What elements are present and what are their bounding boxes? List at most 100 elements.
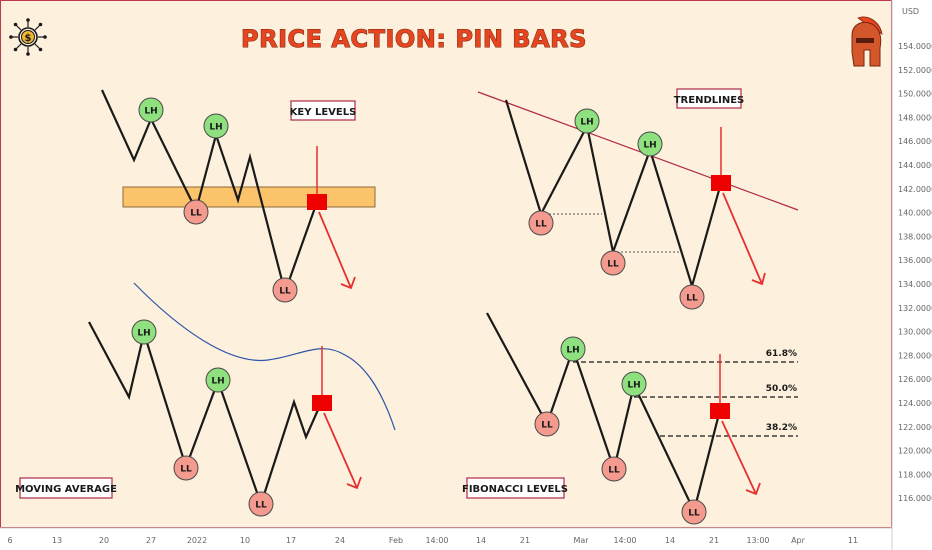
price-tick-label: 136.00000: [898, 256, 932, 265]
lower-high-marker: LH: [560, 336, 586, 362]
time-tick-label: 20: [99, 536, 109, 545]
chart-frame: [0, 0, 892, 528]
lower-low-marker: LL: [272, 277, 298, 303]
svg-text:LL: LL: [686, 294, 698, 304]
label-box-fibonacci: [466, 477, 565, 499]
svg-text:LH: LH: [211, 377, 224, 387]
time-tick-label: 14:00: [425, 536, 448, 545]
time-tick-label: 10: [240, 536, 250, 545]
price-tick-label: 138.00000: [898, 232, 932, 241]
lower-low-marker: LL: [173, 455, 199, 481]
down-arrow-moving-average: [323, 412, 358, 489]
lower-low-marker: LL: [681, 499, 707, 525]
time-tick-label: 2022: [187, 536, 207, 545]
time-tick-label: 17: [286, 536, 296, 545]
lower-high-marker: LH: [131, 319, 157, 345]
key-level-zone: [122, 186, 376, 208]
price-axis-panel[interactable]: [892, 0, 932, 550]
time-tick-label: 13:00: [746, 536, 769, 545]
fib-label-500: 50.0%: [766, 384, 797, 394]
lower-high-marker: LH: [621, 371, 647, 397]
panel-key-levels: KEY LEVELS: [100, 89, 376, 296]
svg-text:LL: LL: [180, 465, 192, 475]
svg-text:LH: LH: [144, 107, 157, 117]
pin-bar-fibonacci: [710, 403, 730, 419]
label-key-levels: KEY LEVELS: [290, 107, 357, 118]
label-box-trendlines: [676, 88, 742, 109]
lower-high-marker: LH: [203, 113, 229, 139]
price-axis-ticks: 154.00000 152.00000 150.00000 148.00000 146.…: [898, 42, 932, 503]
price-tick-label: 140.00000: [898, 209, 932, 218]
svg-text:LL: LL: [535, 220, 547, 230]
lower-low-marker: LL: [601, 456, 627, 482]
price-tick-label: 154.00000: [898, 42, 932, 51]
svg-text:LH: LH: [566, 346, 579, 356]
currency-label: USD: [902, 7, 919, 16]
price-tick-label: 132.00000: [898, 304, 932, 313]
label-moving-average: MOVING AVERAGE: [15, 484, 117, 495]
moving-average-line: [133, 282, 396, 431]
lower-low-marker: LL: [248, 491, 274, 517]
svg-text:LL: LL: [541, 421, 553, 431]
spartan-helmet-icon: [851, 16, 883, 67]
lower-low-marker: LL: [528, 210, 554, 236]
price-tick-label: 152.00000: [898, 66, 932, 75]
price-tick-label: 146.00000: [898, 137, 932, 146]
time-tick-label: 13: [52, 536, 62, 545]
pin-bar-key-levels: [307, 194, 327, 210]
pin-bar-moving-average: [312, 395, 332, 411]
price-tick-label: 128.00000: [898, 351, 932, 360]
lower-high-marker: LH: [574, 108, 600, 134]
svg-text:LH: LH: [137, 329, 150, 339]
time-axis-ticks: 6 13 20 27 2022 10 17 24 Feb 14:00 14 21 Mar 14:00 14 2…: [7, 536, 858, 545]
down-arrow-trendlines: [722, 192, 763, 285]
svg-text:LL: LL: [190, 209, 202, 219]
price-tick-label: 116.00000: [898, 494, 932, 503]
label-trendlines: TRENDLINES: [674, 95, 745, 106]
price-tick-label: 130.00000: [898, 328, 932, 337]
lower-high-marker: LH: [205, 367, 231, 393]
time-tick-label: Feb: [389, 536, 403, 545]
price-tick-label: 126.00000: [898, 375, 932, 384]
svg-text:LL: LL: [688, 509, 700, 519]
panel-moving-average: MOVING AVERAGE: [15, 282, 396, 508]
down-arrow-head-trendlines: [751, 272, 766, 286]
time-tick-label: Apr: [791, 536, 806, 545]
time-tick-label: 21: [709, 536, 719, 545]
lower-high-marker: LH: [637, 131, 663, 157]
pin-bar-trendlines: [711, 175, 731, 191]
lower-high-marker: LH: [138, 97, 164, 123]
panel-trendlines: TRENDLINES: [477, 88, 799, 290]
lower-low-marker: LL: [183, 199, 209, 225]
down-arrow-fibonacci: [721, 420, 757, 495]
time-tick-label: 6: [7, 536, 12, 545]
lower-low-marker: LL: [534, 411, 560, 437]
panel-fibonacci: 61.8% 50.0% 38.2% FIBONACCI LEVELS: [462, 312, 798, 515]
fib-label-382: 38.2%: [766, 423, 797, 433]
down-arrow-head-moving-average: [346, 476, 362, 490]
price-tick-label: 120.00000: [898, 447, 932, 456]
price-tick-label: 150.00000: [898, 90, 932, 99]
time-tick-label: 14: [665, 536, 675, 545]
svg-text:LL: LL: [255, 501, 267, 511]
page-title: PRICE ACTION: PIN BARS: [241, 25, 587, 53]
time-tick-label: 24: [335, 536, 345, 545]
price-tick-label: 134.00000: [898, 280, 932, 289]
label-fibonacci: FIBONACCI LEVELS: [462, 484, 568, 495]
svg-text:$: $: [25, 33, 32, 44]
down-arrow-head-key-levels: [340, 276, 356, 290]
svg-text:LL: LL: [279, 287, 291, 297]
trendline: [477, 91, 799, 211]
time-axis-panel[interactable]: [0, 528, 892, 550]
svg-text:LH: LH: [627, 381, 640, 391]
price-tick-label: 148.00000: [898, 113, 932, 122]
svg-text:LL: LL: [607, 260, 619, 270]
price-tick-label: 118.00000: [898, 470, 932, 479]
swing-markers: LH LL LH LL LH LL LH LL LL LH LH LL LL LH LH LL LL LL: [131, 97, 707, 525]
time-tick-label: 14: [476, 536, 486, 545]
svg-text:LH: LH: [643, 141, 656, 151]
price-tick-label: 122.00000: [898, 423, 932, 432]
lower-low-marker: LL: [679, 284, 705, 310]
